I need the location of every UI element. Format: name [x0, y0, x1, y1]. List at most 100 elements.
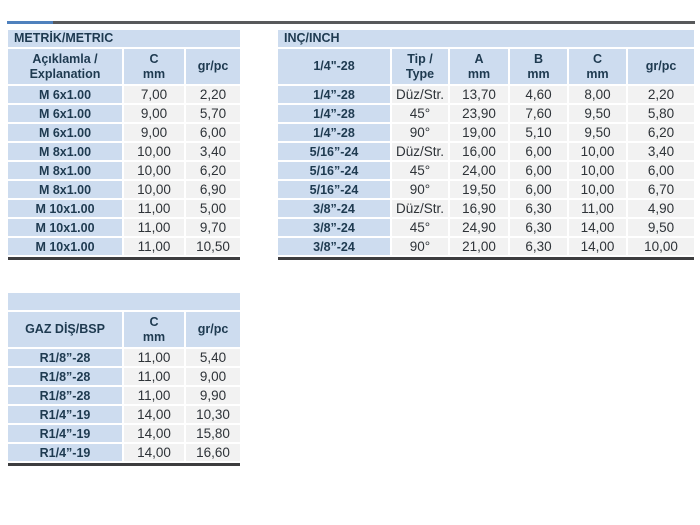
row-label-cell: M 8x1.00: [8, 181, 122, 198]
value-cell: 14,00: [569, 238, 626, 255]
table-row: M 10x1.00 11,00 10,50: [8, 238, 240, 255]
table-row: 3/8”-24 Düz/Str. 16,90 6,30 11,00 4,90: [278, 200, 694, 217]
value-cell: 9,90: [186, 387, 240, 404]
value-cell: 14,00: [124, 444, 184, 461]
value-cell: 6,70: [628, 181, 694, 198]
row-label-cell: R1/8”-28: [8, 387, 122, 404]
value-cell: 11,00: [124, 368, 184, 385]
table-row: M 8x1.00 10,00 6,90: [8, 181, 240, 198]
value-cell: 7,60: [510, 105, 567, 122]
value-cell: 10,00: [628, 238, 694, 255]
value-cell: 13,70: [450, 86, 508, 103]
value-cell: 14,00: [124, 406, 184, 423]
value-cell: 11,00: [124, 349, 184, 366]
row-label-cell: 5/16”-24: [278, 143, 390, 160]
value-cell: 19,50: [450, 181, 508, 198]
bsp-table-body: R1/8”-28 11,00 5,40 R1/8”-28 11,00 9,00 R1/8”-…: [8, 349, 240, 461]
table-row: 1/4”-28 90° 19,00 5,10 9,50 6,20: [278, 124, 694, 141]
value-cell: 10,00: [569, 162, 626, 179]
value-cell: 24,90: [450, 219, 508, 236]
value-cell: 90°: [392, 238, 448, 255]
row-label-cell: M 6x1.00: [8, 105, 122, 122]
value-cell: 11,00: [124, 387, 184, 404]
table-row: M 10x1.00 11,00 9,70: [8, 219, 240, 236]
column-header: gr/pc: [186, 49, 240, 84]
metric-table-bottom-border: [8, 257, 240, 260]
column-header: GAZ DİŞ/BSP: [8, 312, 122, 347]
value-cell: 11,00: [124, 219, 184, 236]
value-cell: 10,50: [186, 238, 240, 255]
value-cell: 9,00: [124, 124, 184, 141]
table-row: R1/4”-19 14,00 15,80: [8, 425, 240, 442]
table-row: R1/4”-19 14,00 16,60: [8, 444, 240, 461]
column-header: A mm: [450, 49, 508, 84]
bsp-table-bottom-border: [8, 463, 240, 466]
value-cell: 90°: [392, 181, 448, 198]
row-label-cell: M 10x1.00: [8, 238, 122, 255]
value-cell: Düz/Str.: [392, 143, 448, 160]
row-label-cell: M 10x1.00: [8, 219, 122, 236]
value-cell: 5,70: [186, 105, 240, 122]
value-cell: 6,00: [510, 181, 567, 198]
value-cell: 9,00: [124, 105, 184, 122]
row-label-cell: M 8x1.00: [8, 162, 122, 179]
metric-table-body: M 6x1.00 7,00 2,20 M 6x1.00 9,00 5,70 M 6x1.00…: [8, 86, 240, 255]
value-cell: 45°: [392, 162, 448, 179]
value-cell: 23,90: [450, 105, 508, 122]
value-cell: 10,30: [186, 406, 240, 423]
table-row: 3/8”-24 45° 24,90 6,30 14,00 9,50: [278, 219, 694, 236]
row-label-cell: 1/4”-28: [278, 105, 390, 122]
value-cell: 9,00: [186, 368, 240, 385]
value-cell: 6,90: [186, 181, 240, 198]
value-cell: 11,00: [569, 200, 626, 217]
bsp-table-title: [8, 293, 240, 310]
value-cell: 15,80: [186, 425, 240, 442]
inch-table: INÇ/INCH 1/4"-28 Tip / Type A mm B mm C mm gr…: [278, 30, 694, 260]
value-cell: 45°: [392, 105, 448, 122]
inch-table-title: INÇ/INCH: [278, 30, 694, 47]
value-cell: 9,50: [628, 219, 694, 236]
value-cell: 10,00: [569, 143, 626, 160]
column-header: gr/pc: [186, 312, 240, 347]
value-cell: 11,00: [124, 200, 184, 217]
table-row: M 8x1.00 10,00 6,20: [8, 162, 240, 179]
row-label-cell: 5/16”-24: [278, 181, 390, 198]
row-label-cell: 3/8”-24: [278, 200, 390, 217]
table-row: M 10x1.00 11,00 5,00: [8, 200, 240, 217]
table-row: M 6x1.00 7,00 2,20: [8, 86, 240, 103]
metric-table: METRİK/METRIC Açıklamla / Explanation C m…: [8, 30, 240, 260]
value-cell: 9,50: [569, 105, 626, 122]
bsp-table-header-row: GAZ DİŞ/BSP C mm gr/pc: [8, 312, 240, 347]
value-cell: 24,00: [450, 162, 508, 179]
value-cell: 5,00: [186, 200, 240, 217]
row-label-cell: R1/8”-28: [8, 349, 122, 366]
value-cell: Düz/Str.: [392, 86, 448, 103]
table-row: 1/4”-28 45° 23,90 7,60 9,50 5,80: [278, 105, 694, 122]
value-cell: 6,30: [510, 200, 567, 217]
table-row: R1/8”-28 11,00 9,00: [8, 368, 240, 385]
row-label-cell: M 6x1.00: [8, 124, 122, 141]
value-cell: 16,90: [450, 200, 508, 217]
inch-table-bottom-border: [278, 257, 694, 260]
value-cell: 6,30: [510, 219, 567, 236]
value-cell: 3,40: [628, 143, 694, 160]
metric-table-title: METRİK/METRIC: [8, 30, 240, 47]
table-row: M 6x1.00 9,00 5,70: [8, 105, 240, 122]
value-cell: 10,00: [569, 181, 626, 198]
value-cell: 10,00: [124, 143, 184, 160]
value-cell: 14,00: [124, 425, 184, 442]
value-cell: 4,90: [628, 200, 694, 217]
table-row: 5/16”-24 45° 24,00 6,00 10,00 6,00: [278, 162, 694, 179]
value-cell: 3,40: [186, 143, 240, 160]
inch-table-body: 1/4”-28 Düz/Str. 13,70 4,60 8,00 2,20 1/4”-28 4…: [278, 86, 694, 255]
table-row: R1/8”-28 11,00 9,90: [8, 387, 240, 404]
divider-accent-bar: [7, 21, 53, 24]
bsp-table: GAZ DİŞ/BSP C mm gr/pc R1/8”-28 11,00 5,40 R1…: [8, 293, 240, 466]
value-cell: 2,20: [628, 86, 694, 103]
value-cell: 11,00: [124, 238, 184, 255]
value-cell: 5,40: [186, 349, 240, 366]
column-header: Açıklamla / Explanation: [8, 49, 122, 84]
column-header: B mm: [510, 49, 567, 84]
value-cell: 10,00: [124, 162, 184, 179]
value-cell: 10,00: [124, 181, 184, 198]
